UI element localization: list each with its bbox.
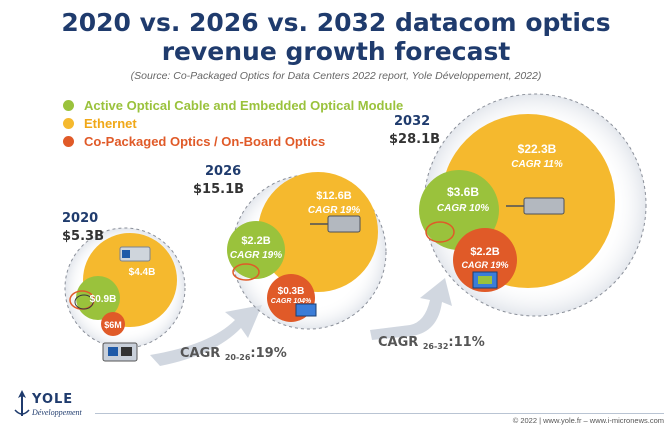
title-line-2: revenue growth forecast: [161, 37, 511, 66]
period-cagr-prefix-2020-2026: CAGR: [180, 346, 225, 361]
legend: Active Optical Cable and Embedded Optica…: [63, 96, 403, 150]
data-label-aoc-2020: $0.9B: [90, 294, 117, 305]
bubble-ethernet-2026: [258, 172, 378, 292]
cable-icon-2020: [69, 290, 95, 310]
transceiver-icon-2020: [119, 246, 151, 262]
chip-icon-2032: [472, 271, 498, 289]
data-label-ethernet-2026: $12.6B: [316, 190, 352, 202]
transceiver-icon-2032: [506, 197, 565, 215]
cable-icon-2026: [232, 263, 260, 281]
year-label-2032: 2032: [394, 114, 430, 129]
cagr-label-ethernet-2026: CAGR 19%: [308, 205, 360, 216]
bubble-cpo-2032: [453, 228, 517, 292]
logo-name: YOLE: [32, 392, 74, 407]
logo-subtitle: Développement: [32, 408, 82, 417]
period-cagr-prefix-2026-2032: CAGR: [378, 335, 423, 350]
data-label-ethernet-2032: $22.3B: [518, 142, 557, 156]
year-label-2026: 2026: [205, 164, 241, 179]
period-cagr-value-2020-2026: :19%: [250, 346, 286, 361]
growth-arrow-2020-2026: [150, 305, 262, 366]
year-label-2020: 2020: [62, 211, 98, 226]
cagr-label-aoc-2026: CAGR 19%: [230, 250, 282, 261]
data-label-aoc-2032: $3.6B: [447, 185, 479, 199]
year-total-2020: $5.3B: [62, 229, 104, 244]
chip-icon-2026: [295, 303, 317, 317]
legend-item-aoc: Active Optical Cable and Embedded Optica…: [63, 96, 403, 114]
cable-icon-2032: [425, 221, 455, 243]
data-label-ethernet-2020: $4.4B: [129, 267, 156, 278]
data-label-aoc-2026: $2.2B: [241, 235, 270, 247]
footer-copyright: © 2022 | www.yole.fr – www.i-micronews.c…: [512, 416, 664, 425]
period-cagr-value-2026-2032: :11%: [448, 335, 484, 350]
title-line-1: 2020 vs. 2026 vs. 2032 datacom optics: [61, 8, 611, 37]
data-label-cpo-2020: $6M: [104, 320, 122, 330]
transceiver-icon-2026: [310, 215, 361, 233]
legend-label-cpo: Co-Packaged Optics / On-Board Optics: [84, 133, 326, 149]
year-total-2032: $28.1B: [389, 132, 440, 147]
legend-item-cpo: Co-Packaged Optics / On-Board Optics: [63, 132, 403, 150]
footer-divider: [95, 413, 664, 414]
data-label-cpo-2032: $2.2B: [470, 246, 499, 258]
data-label-cpo-2026: $0.3B: [278, 286, 305, 297]
cagr-label-cpo-2026: CAGR 104%: [271, 298, 312, 305]
legend-marker-ethernet: [63, 117, 74, 129]
yole-logo-icon: [14, 390, 30, 416]
period-cagr-2020-2026: CAGR 20-26:19%: [180, 346, 287, 362]
legend-marker-cpo: [63, 135, 74, 147]
period-cagr-sub-2020-2026: 20-26: [225, 353, 251, 362]
optics-engine-icon-2020: [102, 342, 138, 362]
cagr-label-ethernet-2032: CAGR 11%: [511, 159, 563, 170]
legend-label-aoc: Active Optical Cable and Embedded Optica…: [84, 97, 404, 113]
legend-label-ethernet: Ethernet: [84, 115, 137, 131]
period-cagr-sub-2026-2032: 26-32: [423, 342, 449, 351]
cagr-label-cpo-2032: CAGR 19%: [461, 260, 508, 270]
chart-title: 2020 vs. 2026 vs. 2032 datacom optics re…: [0, 8, 672, 66]
cagr-label-aoc-2032: CAGR 10%: [437, 203, 489, 214]
growth-arrow-2026-2032: [370, 278, 452, 340]
year-total-2026: $15.1B: [193, 182, 244, 197]
chart-subtitle: (Source: Co-Packaged Optics for Data Cen…: [130, 70, 542, 82]
legend-marker-aoc: [63, 99, 74, 111]
legend-item-ethernet: Ethernet: [63, 114, 403, 132]
bubble-cpo-2020: [101, 312, 125, 336]
period-cagr-2026-2032: CAGR 26-32:11%: [378, 335, 485, 351]
